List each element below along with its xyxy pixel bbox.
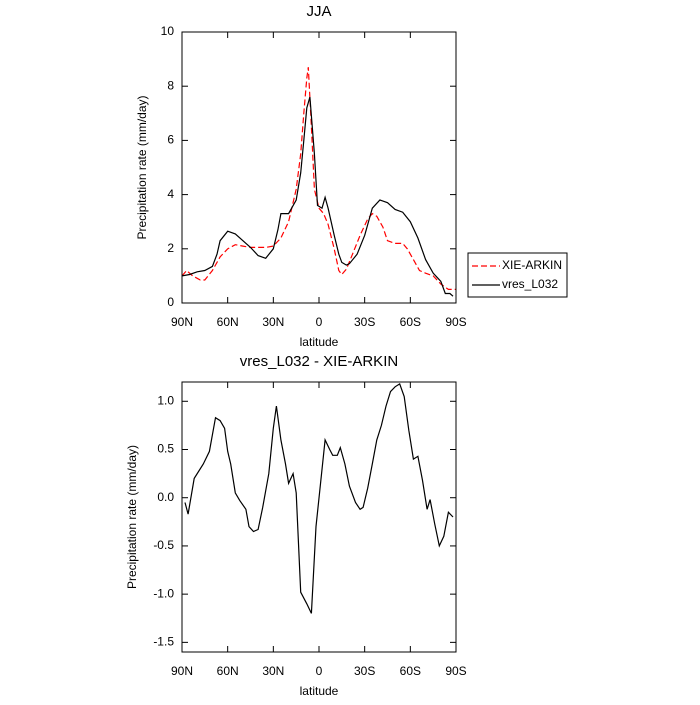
x-tick-label: 60N <box>217 664 239 678</box>
y-tick-label: -1.0 <box>153 586 174 600</box>
legend-label: XIE-ARKIN <box>502 258 562 272</box>
y-tick-label: -1.5 <box>153 635 174 649</box>
series-line <box>184 382 454 614</box>
x-tick-label: 90N <box>171 315 193 329</box>
x-axis-label: latitude <box>300 684 339 698</box>
y-tick-label: 0.5 <box>157 442 174 456</box>
chart-title: JJA <box>306 3 331 20</box>
legend-label: vres_L032 <box>502 277 558 291</box>
x-tick-label: 30N <box>262 664 284 678</box>
y-tick-label: 1.0 <box>157 393 174 407</box>
y-tick-label: 0.0 <box>157 490 174 504</box>
series-line <box>181 67 456 290</box>
x-axis-label: latitude <box>300 335 339 349</box>
x-tick-label: 0 <box>316 315 323 329</box>
plot-frame <box>181 381 457 653</box>
x-tick-label: 60S <box>400 664 421 678</box>
x-tick-label: 30N <box>262 315 284 329</box>
x-tick-label: 60N <box>217 315 239 329</box>
y-tick-label: 4 <box>167 187 174 201</box>
legend-box <box>467 252 568 298</box>
y-axis-label: Precipitation rate (mm/day) <box>135 95 149 239</box>
y-tick-label: 8 <box>167 78 174 92</box>
x-tick-label: 30S <box>354 664 375 678</box>
x-tick-label: 60S <box>400 315 421 329</box>
y-axis-label: Precipitation rate (mm/day) <box>125 445 139 589</box>
y-tick-label: 10 <box>161 24 175 38</box>
x-tick-label: 0 <box>316 664 323 678</box>
plot-frame <box>181 31 457 304</box>
y-tick-label: 0 <box>167 295 174 309</box>
y-tick-label: 6 <box>167 133 174 147</box>
y-tick-label: 2 <box>167 241 174 255</box>
y-tick-label: -0.5 <box>153 538 174 552</box>
x-tick-label: 30S <box>354 315 375 329</box>
x-tick-label: 90S <box>445 315 466 329</box>
x-tick-label: 90S <box>445 664 466 678</box>
series-line <box>181 96 454 297</box>
x-tick-label: 90N <box>171 664 193 678</box>
chart-title: vres_L032 - XIE-ARKIN <box>240 353 398 370</box>
